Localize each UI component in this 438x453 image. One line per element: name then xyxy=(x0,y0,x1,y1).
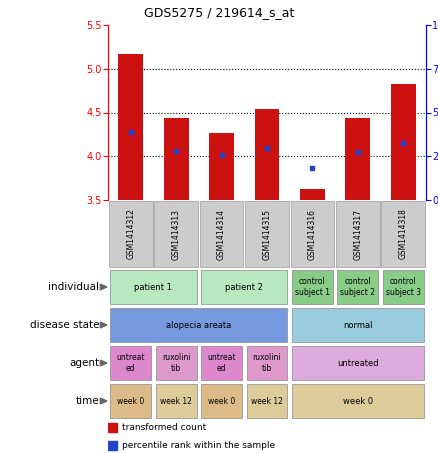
Bar xyxy=(245,202,289,267)
Text: individual: individual xyxy=(48,282,99,292)
Bar xyxy=(108,423,117,432)
Bar xyxy=(110,384,151,418)
Text: control
subject 1: control subject 1 xyxy=(295,277,330,297)
Text: week 12: week 12 xyxy=(160,396,192,405)
Text: alopecia areata: alopecia areata xyxy=(166,321,231,329)
Bar xyxy=(247,346,287,380)
Bar xyxy=(247,384,287,418)
Bar xyxy=(108,441,117,450)
Bar xyxy=(391,85,416,200)
Bar xyxy=(254,109,279,200)
Bar xyxy=(201,384,242,418)
Bar xyxy=(201,270,287,304)
Bar xyxy=(110,308,287,342)
Polygon shape xyxy=(100,360,107,366)
Text: untreated: untreated xyxy=(337,358,379,367)
Bar xyxy=(109,202,152,267)
Text: GSM1414318: GSM1414318 xyxy=(399,208,408,260)
Bar xyxy=(292,346,424,380)
Text: ruxolini
tib: ruxolini tib xyxy=(253,353,281,373)
Text: patient 1: patient 1 xyxy=(134,283,173,291)
Bar xyxy=(337,270,378,304)
Bar xyxy=(209,133,234,200)
Bar xyxy=(381,202,425,267)
Text: untreat
ed: untreat ed xyxy=(117,353,145,373)
Bar xyxy=(110,270,197,304)
Text: week 0: week 0 xyxy=(117,396,145,405)
Text: percentile rank within the sample: percentile rank within the sample xyxy=(122,441,276,450)
Text: agent: agent xyxy=(69,358,99,368)
Bar xyxy=(164,118,189,200)
Text: GDS5275 / 219614_s_at: GDS5275 / 219614_s_at xyxy=(144,6,294,19)
Polygon shape xyxy=(100,284,107,290)
Text: control
subject 3: control subject 3 xyxy=(386,277,421,297)
Text: GSM1414316: GSM1414316 xyxy=(308,208,317,260)
Text: patient 2: patient 2 xyxy=(225,283,263,291)
Text: GSM1414314: GSM1414314 xyxy=(217,208,226,260)
Text: week 12: week 12 xyxy=(251,396,283,405)
Bar xyxy=(154,202,198,267)
Bar xyxy=(155,384,197,418)
Text: GSM1414313: GSM1414313 xyxy=(172,208,180,260)
Bar xyxy=(300,188,325,200)
Polygon shape xyxy=(100,398,107,404)
Text: control
subject 2: control subject 2 xyxy=(340,277,375,297)
Bar xyxy=(336,202,380,267)
Text: GSM1414315: GSM1414315 xyxy=(262,208,272,260)
Bar xyxy=(292,384,424,418)
Bar xyxy=(118,54,143,200)
Text: GSM1414312: GSM1414312 xyxy=(126,208,135,260)
Bar xyxy=(291,202,334,267)
Text: normal: normal xyxy=(343,321,373,329)
Text: ruxolini
tib: ruxolini tib xyxy=(162,353,191,373)
Bar xyxy=(200,202,244,267)
Text: disease state: disease state xyxy=(30,320,99,330)
Text: untreat
ed: untreat ed xyxy=(207,353,236,373)
Bar xyxy=(110,346,151,380)
Bar xyxy=(155,346,197,380)
Text: GSM1414317: GSM1414317 xyxy=(353,208,362,260)
Polygon shape xyxy=(100,322,107,328)
Bar xyxy=(346,118,371,200)
Text: week 0: week 0 xyxy=(343,396,373,405)
Bar xyxy=(201,346,242,380)
Bar xyxy=(292,308,424,342)
Text: time: time xyxy=(76,396,99,406)
Bar xyxy=(383,270,424,304)
Bar xyxy=(292,270,333,304)
Text: transformed count: transformed count xyxy=(122,423,207,432)
Text: week 0: week 0 xyxy=(208,396,235,405)
